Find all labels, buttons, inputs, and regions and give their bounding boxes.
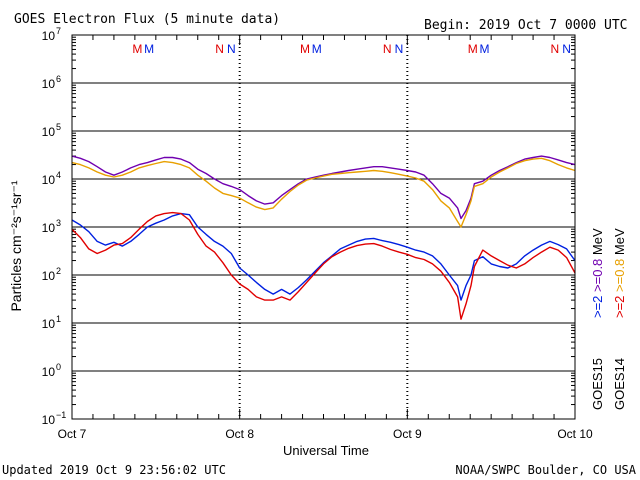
legend-item: >=2: [590, 296, 605, 318]
event-marker: M: [132, 42, 142, 56]
legend-satellite: GOES14: [612, 358, 627, 410]
x-tick-label: Oct 8: [225, 427, 254, 441]
y-tick-exponent: 2: [56, 266, 61, 276]
legend-channels: >=2 >=0.8 MeV: [612, 228, 627, 318]
x-tick-label: Oct 9: [393, 427, 422, 441]
grid-layer: [72, 35, 575, 419]
event-marker: N: [227, 42, 236, 56]
begin-label: Begin: 2019 Oct 7 0000 UTC: [424, 18, 628, 33]
y-tick-label: 10: [42, 173, 56, 187]
chart-title: GOES Electron Flux (5 minute data): [14, 12, 280, 27]
y-tick-label: 10: [42, 317, 56, 331]
y-tick-exponent: 4: [56, 170, 61, 180]
legend: GOES15 >=2 >=0.8 MeV GOES14 >=2 >=0.8 MeV: [590, 228, 627, 410]
y-tick-exponent: 5: [56, 122, 61, 132]
updated-timestamp: Updated 2019 Oct 9 23:56:02 UTC: [2, 463, 226, 477]
x-tick-labels: Oct 7 Oct 8 Oct 9 Oct 10: [58, 427, 593, 441]
event-marker: N: [562, 42, 571, 56]
y-tick-exponent: 7: [56, 26, 61, 36]
plot-frame: [71, 34, 576, 420]
y-tick-label: 10: [42, 125, 56, 139]
y-tick-label: 10: [42, 77, 56, 91]
x-axis-label: Universal Time: [283, 443, 369, 458]
y-tick-exponent: 3: [56, 218, 61, 228]
event-marker: M: [468, 42, 478, 56]
event-marker: M: [144, 42, 154, 56]
y-tick-label: 10: [42, 413, 56, 427]
y-tick-label: 10: [42, 365, 56, 379]
event-marker: M: [312, 42, 322, 56]
legend-satellite-name: GOES14: [612, 358, 627, 410]
event-marker: N: [551, 42, 560, 56]
source-credit: NOAA/SWPC Boulder, CO USA: [455, 463, 636, 477]
y-tick-exponent: 1: [56, 314, 61, 324]
series-line: [71, 155, 576, 220]
y-axis-label: Particles cm⁻²s⁻¹sr⁻¹: [8, 180, 24, 311]
event-marker: N: [215, 42, 224, 56]
event-marker: M: [300, 42, 310, 56]
y-tick-label: 10: [42, 269, 56, 283]
legend-item: MeV: [612, 228, 627, 259]
y-tick-exponent: −1: [56, 410, 66, 420]
legend-item: >=0.8: [612, 259, 627, 296]
legend-item: MeV: [590, 228, 605, 259]
legend-item: >=2: [612, 296, 627, 318]
series-layer: [71, 155, 576, 320]
y-tick-label: 10: [42, 221, 56, 235]
x-tick-label: Oct 10: [557, 427, 593, 441]
legend-item: >=0.8: [590, 259, 605, 296]
y-tick-exponent: 0: [56, 362, 61, 372]
series-line: [71, 212, 576, 301]
legend-satellite: GOES15: [590, 358, 605, 410]
event-marker: N: [383, 42, 392, 56]
event-marker: N: [395, 42, 404, 56]
series-line: [71, 211, 576, 320]
y-tick-label: 10: [42, 29, 56, 43]
event-marker: M: [479, 42, 489, 56]
x-tick-label: Oct 7: [58, 427, 87, 441]
series-line: [71, 157, 576, 228]
y-tick-exponent: 6: [56, 74, 61, 84]
legend-satellite-name: GOES15: [590, 358, 605, 410]
legend-channels: >=2 >=0.8 MeV: [590, 228, 605, 318]
